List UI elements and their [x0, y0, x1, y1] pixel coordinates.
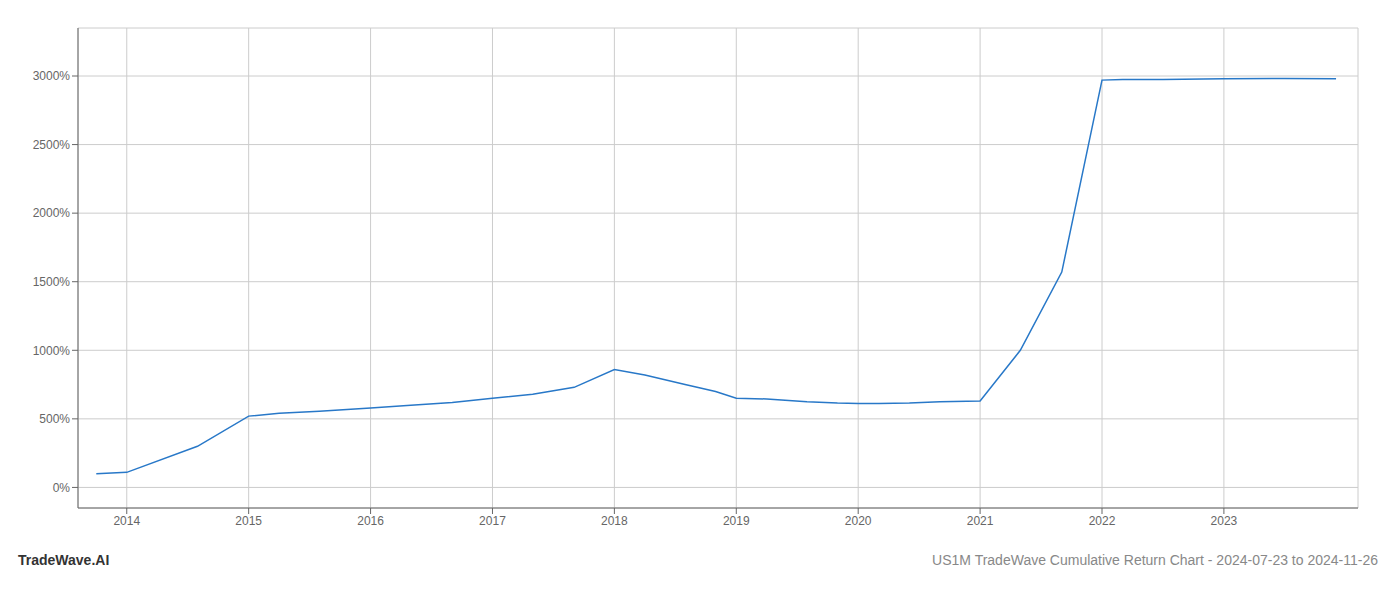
svg-text:2018: 2018: [601, 514, 628, 528]
svg-text:2014: 2014: [113, 514, 140, 528]
svg-text:2015: 2015: [235, 514, 262, 528]
html-text:TradeWave.AI: TradeWave.AI: [18, 552, 110, 568]
svg-text:0%: 0%: [53, 481, 71, 495]
svg-text:2019: 2019: [723, 514, 750, 528]
svg-text:2023: 2023: [1211, 514, 1238, 528]
svg-text:2000%: 2000%: [33, 206, 71, 220]
svg-text:500%: 500%: [39, 412, 70, 426]
svg-text:1500%: 1500%: [33, 275, 71, 289]
svg-text:2021: 2021: [967, 514, 994, 528]
svg-text:1000%: 1000%: [33, 344, 71, 358]
svg-text:3000%: 3000%: [33, 69, 71, 83]
svg-text:2016: 2016: [357, 514, 384, 528]
svg-text:2500%: 2500%: [33, 138, 71, 152]
svg-text:2022: 2022: [1089, 514, 1116, 528]
html-text:US1M TradeWave Cumulative Retu: US1M TradeWave Cumulative Return Chart -…: [932, 552, 1378, 568]
svg-text:2017: 2017: [479, 514, 506, 528]
svg-text:2020: 2020: [845, 514, 872, 528]
